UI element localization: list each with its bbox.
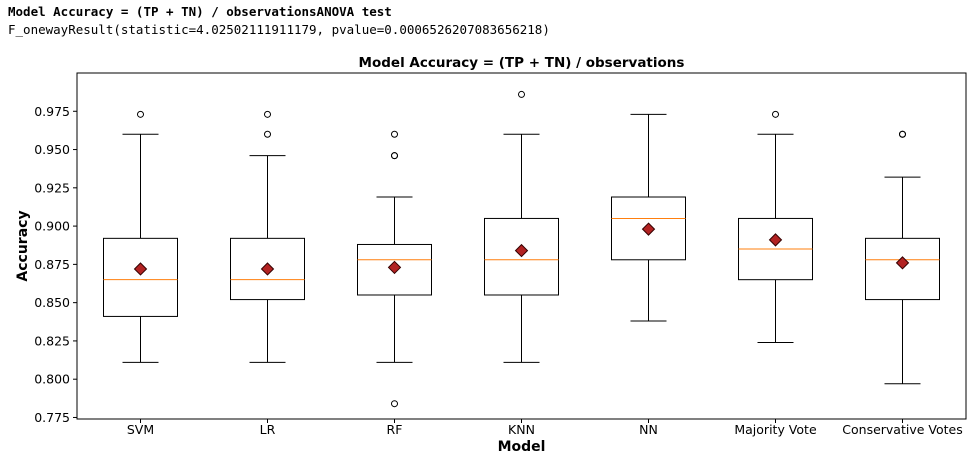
x-axis-label: Model bbox=[498, 439, 546, 455]
y-tick-label: 0.900 bbox=[34, 219, 70, 234]
outlier-point bbox=[391, 400, 398, 408]
mean-marker bbox=[768, 233, 783, 247]
mean-marker bbox=[387, 260, 402, 275]
anova-result-line: F_onewayResult(statistic=4.0250211191117… bbox=[8, 22, 550, 37]
outlier-point bbox=[391, 130, 398, 138]
mean-marker bbox=[641, 222, 656, 236]
mean-marker bbox=[514, 243, 529, 258]
outlier-point bbox=[264, 130, 271, 138]
x-tick-label: SVM bbox=[127, 422, 154, 437]
outlier-point bbox=[137, 110, 144, 118]
y-axis-label: Accuracy bbox=[15, 210, 31, 281]
y-tick-label: 0.825 bbox=[34, 333, 70, 348]
output-title-line: Model Accuracy = (TP + TN) / observation… bbox=[8, 4, 392, 19]
x-tick-label: KNN bbox=[508, 422, 535, 437]
y-tick-label: 0.975 bbox=[34, 104, 70, 119]
y-tick-label: 0.850 bbox=[34, 295, 70, 310]
x-tick-label: RF bbox=[387, 422, 403, 437]
y-tick-label: 0.800 bbox=[34, 372, 70, 387]
outlier-point bbox=[518, 90, 525, 98]
x-tick-label: Majority Vote bbox=[734, 422, 817, 437]
mean-marker bbox=[260, 262, 275, 276]
mean-marker bbox=[895, 256, 910, 270]
mean-marker bbox=[133, 262, 148, 276]
chart-title: Model Accuracy = (TP + TN) / observation… bbox=[359, 55, 685, 71]
x-tick-label: LR bbox=[260, 422, 276, 437]
x-tick-label: NN bbox=[639, 422, 658, 437]
x-tick-label: Conservative Votes bbox=[842, 422, 962, 437]
outlier-point bbox=[264, 110, 271, 118]
box bbox=[103, 237, 178, 317]
outlier-point bbox=[899, 130, 906, 138]
y-tick-label: 0.925 bbox=[34, 180, 70, 195]
y-tick-label: 0.950 bbox=[34, 142, 70, 157]
outlier-point bbox=[391, 152, 398, 160]
outlier-point bbox=[772, 110, 779, 118]
y-tick-label: 0.875 bbox=[34, 257, 70, 272]
y-tick-label: 0.775 bbox=[34, 410, 70, 425]
